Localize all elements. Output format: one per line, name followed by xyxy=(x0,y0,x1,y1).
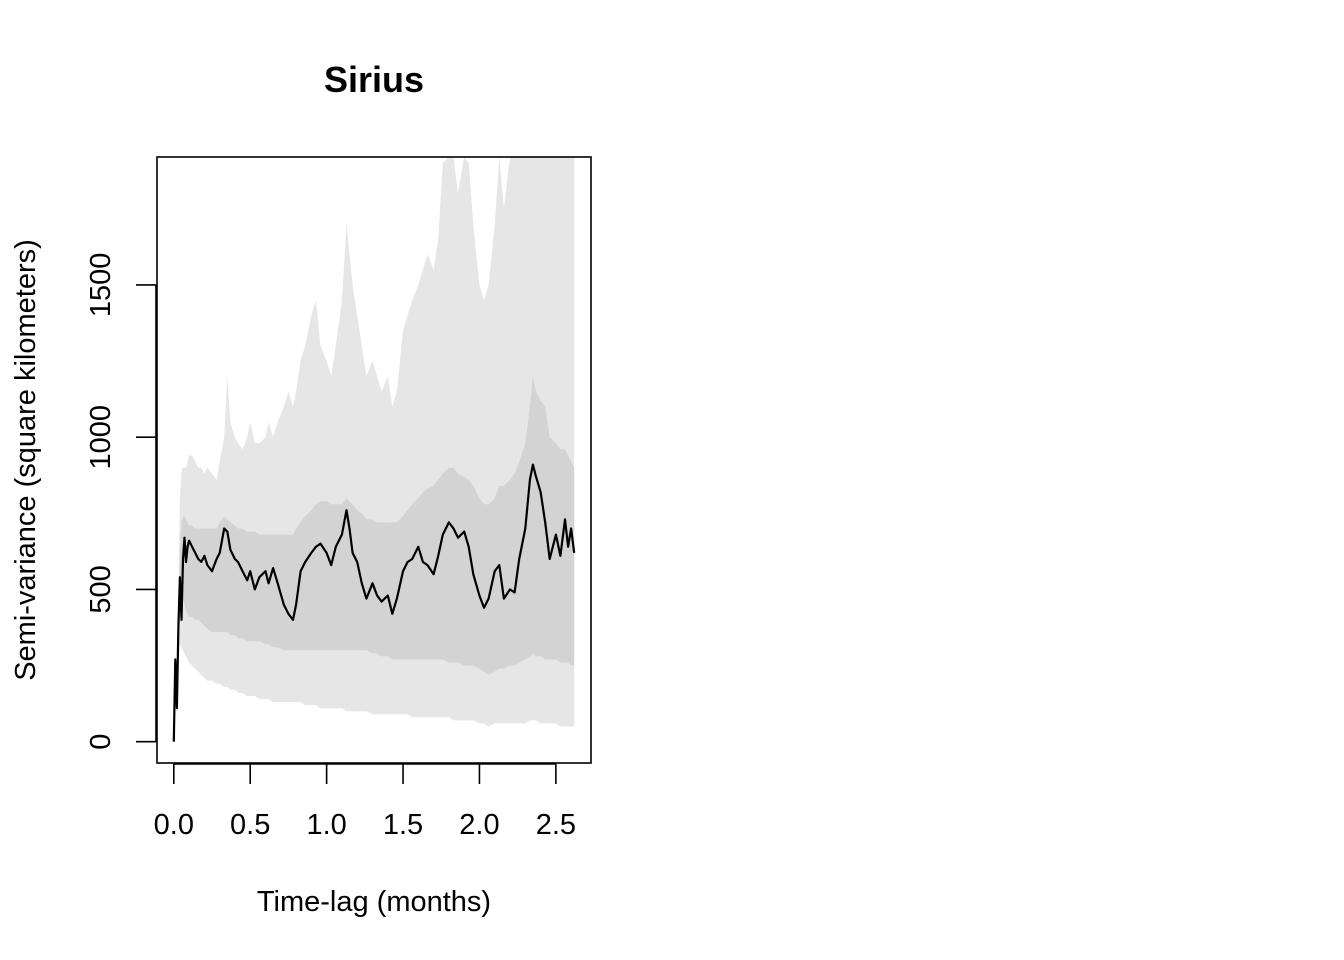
plot-frame xyxy=(156,156,592,764)
chart-title: Sirius xyxy=(324,59,424,100)
x-axis-label: Time-lag (months) xyxy=(257,886,491,918)
x-tick-label: 2.0 xyxy=(459,809,499,841)
y-axis: 0 500 1000 1500 xyxy=(85,253,157,750)
inner-confidence-band xyxy=(173,376,575,742)
x-axis: 0.0 0.5 1.0 1.5 2.0 2.5 xyxy=(154,763,576,841)
x-tick-label: 0.0 xyxy=(154,809,194,841)
x-tick-label: 2.5 xyxy=(536,809,576,841)
y-tick-label: 1500 xyxy=(85,253,117,318)
x-tick-label: 0.5 xyxy=(230,809,270,841)
y-tick-label: 1000 xyxy=(85,405,117,470)
y-axis-label: Semi-variance (square kilometers) xyxy=(10,239,42,681)
x-tick-label: 1.0 xyxy=(306,809,346,841)
semi-variance-line xyxy=(172,463,576,742)
y-tick-label: 0 xyxy=(85,734,117,750)
x-tick-label: 1.5 xyxy=(383,809,423,841)
y-tick-label: 500 xyxy=(85,565,117,613)
plot-area xyxy=(172,157,576,742)
